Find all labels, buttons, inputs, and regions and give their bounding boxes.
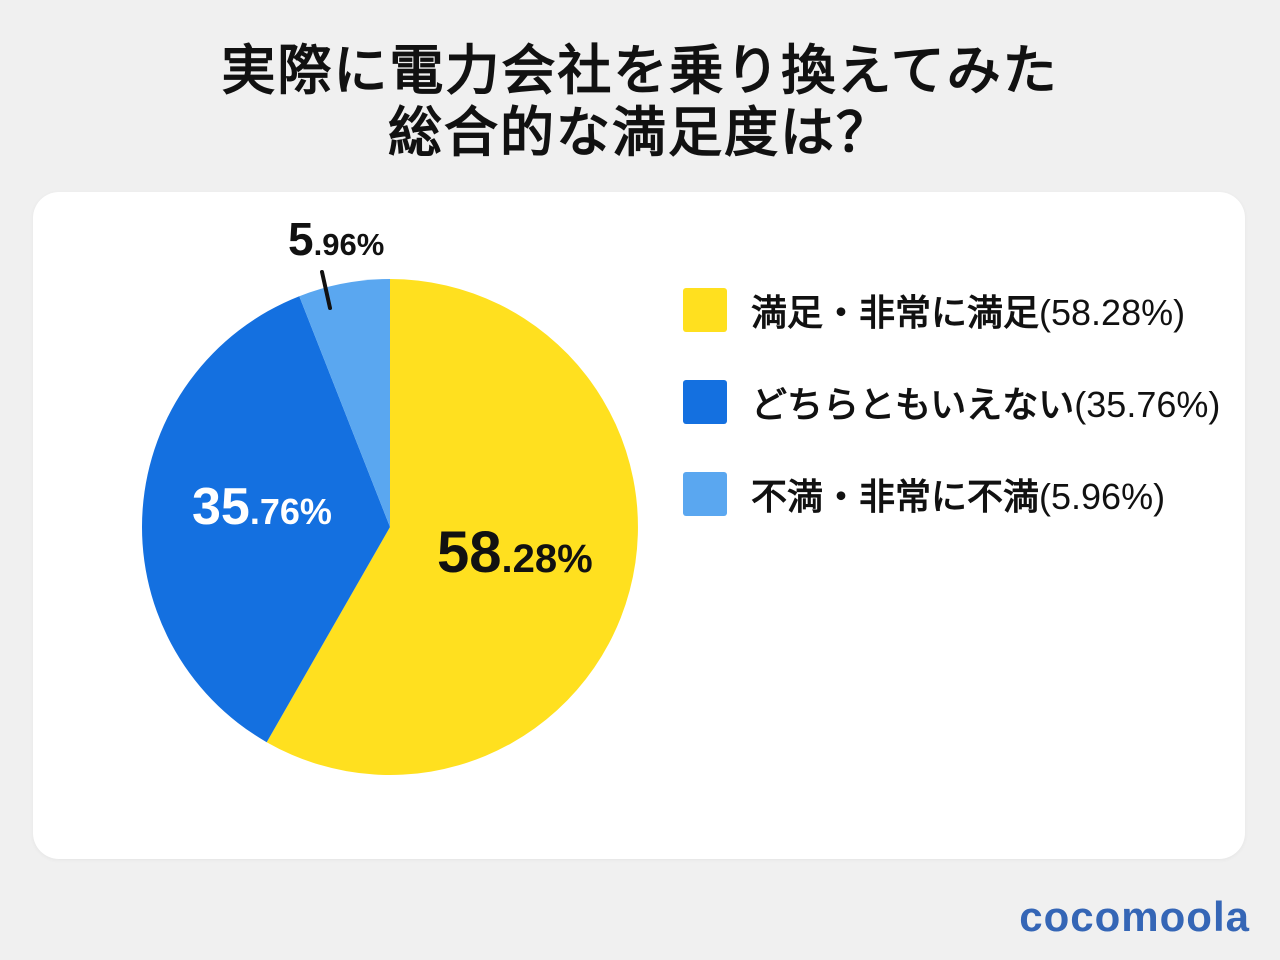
- legend-label-0: 満足・非常に満足: [751, 292, 1040, 333]
- pie-slice-0: [266, 279, 638, 775]
- pie-slice-2: [299, 279, 390, 527]
- legend-item-2: 不満・非常に不満(5.96%): [683, 472, 1220, 517]
- legend-swatch-1: [683, 380, 727, 424]
- legend-item-0: 満足・非常に満足(58.28%): [683, 288, 1220, 333]
- pie-slice-1: [141, 296, 390, 743]
- page-title-line1: 実際に電力会社を乗り換えてみた: [221, 41, 1059, 101]
- legend-pct-2: (5.96%): [1039, 476, 1166, 517]
- pie-value-label-1: 35.76%: [192, 478, 332, 536]
- chart-legend: 満足・非常に満足(58.28%) どちらともいえない(35.76%) 不満・非常に不…: [683, 288, 1221, 517]
- legend-label-1: どちらともいえない: [751, 384, 1075, 425]
- legend-item-1: どちらともいえない(35.76%): [683, 380, 1221, 425]
- brand-logo: cocomoola: [1019, 893, 1250, 940]
- legend-label-2: 不満・非常に不満: [751, 476, 1040, 517]
- pie-chart: 58.28% 35.76% 5.96%: [141, 213, 638, 775]
- page-title-line2: 総合的な満足度は？: [388, 103, 892, 163]
- legend-swatch-2: [683, 472, 727, 516]
- page-title: 実際に電力会社を乗り換えてみた 総合的な満足度は？: [0, 40, 1280, 164]
- legend-pct-1: (35.76%): [1074, 384, 1221, 425]
- chart-card: 58.28% 35.76% 5.96% 満足・非常に満足(58.28%) どちらともい…: [33, 192, 1245, 859]
- pie-value-label-0: 58.28%: [437, 520, 593, 585]
- pie-value-label-2: 5.96%: [288, 213, 384, 265]
- legend-pct-0: (58.28%): [1039, 292, 1186, 333]
- callout-line-2: [320, 270, 332, 310]
- legend-swatch-0: [683, 288, 727, 332]
